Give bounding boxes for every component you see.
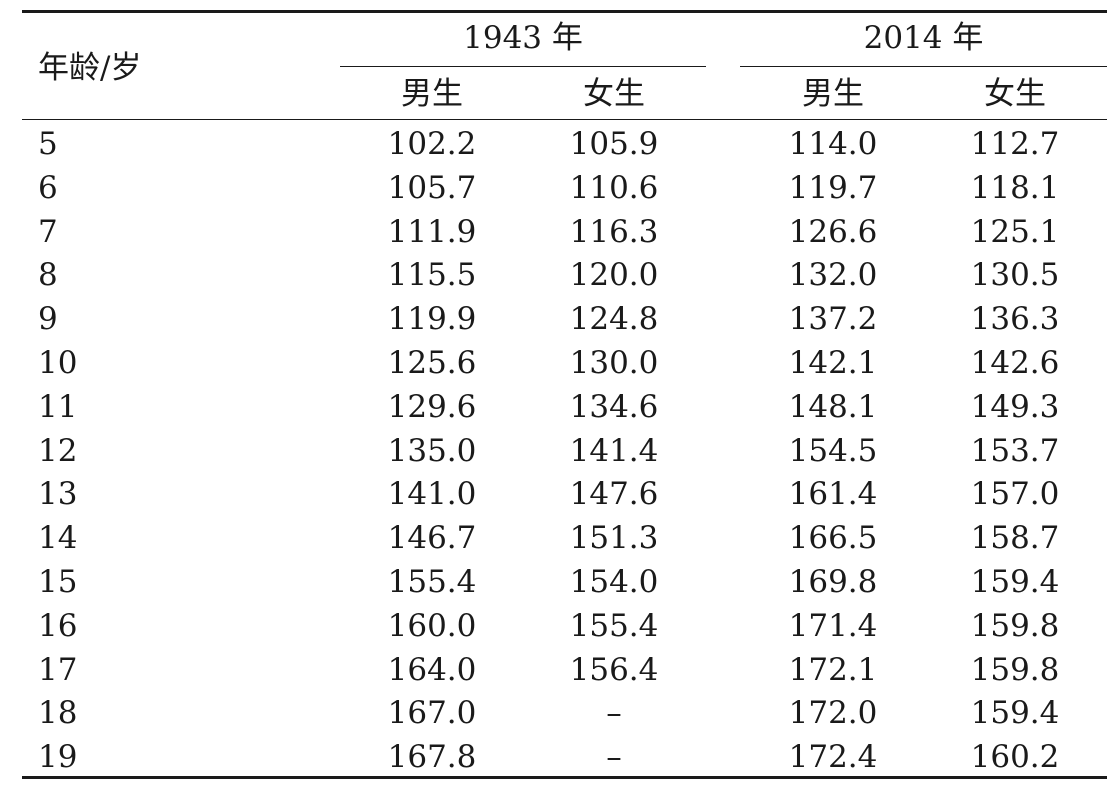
value-1943-boys: 155.4 <box>387 564 477 600</box>
value-2014-boys: 169.8 <box>788 564 878 600</box>
value-2014-girls: 112.7 <box>970 126 1060 162</box>
value-2014-boys: 132.0 <box>788 257 878 293</box>
value-2014-girls: 125.1 <box>970 214 1060 250</box>
value-1943-girls: 120.0 <box>569 257 659 293</box>
group-header-2014: 2014 年 <box>863 20 984 56</box>
value-1943-boys: 125.6 <box>387 345 477 381</box>
value-2014-girls: 130.5 <box>970 257 1060 293</box>
value-2014-girls: 159.8 <box>970 608 1060 644</box>
value-2014-girls: 149.3 <box>970 389 1060 425</box>
value-1943-girls: 154.0 <box>569 564 659 600</box>
value-1943-girls: 116.3 <box>569 214 659 250</box>
value-2014-boys: 171.4 <box>788 608 878 644</box>
value-2014-girls: 118.1 <box>970 170 1060 206</box>
sub-header-2014-girls: 女生 <box>984 76 1046 112</box>
value-1943-boys: 164.0 <box>387 652 477 688</box>
age-cell: 14 <box>38 520 78 556</box>
value-2014-boys: 154.5 <box>788 433 878 469</box>
age-cell: 16 <box>38 608 78 644</box>
value-2014-girls: 136.3 <box>970 301 1060 337</box>
value-1943-girls: 130.0 <box>569 345 659 381</box>
value-2014-girls: 159.4 <box>970 564 1060 600</box>
value-1943-girls: 110.6 <box>569 170 659 206</box>
group-rule-2014 <box>740 66 1107 67</box>
sub-header-1943-boys: 男生 <box>401 76 463 112</box>
value-1943-boys: 141.0 <box>387 476 477 512</box>
value-2014-boys: 172.4 <box>788 739 878 775</box>
age-cell: 8 <box>38 257 58 293</box>
value-2014-boys: 172.0 <box>788 695 878 731</box>
age-cell: 18 <box>38 695 78 731</box>
bottom-rule <box>22 776 1107 779</box>
value-1943-girls: 151.3 <box>569 520 659 556</box>
value-1943-girls: 105.9 <box>569 126 659 162</box>
group-rule-1943 <box>340 66 706 67</box>
value-1943-girls: – <box>606 695 622 731</box>
age-cell: 13 <box>38 476 78 512</box>
age-cell: 6 <box>38 170 58 206</box>
value-1943-boys: 102.2 <box>387 126 477 162</box>
value-1943-boys: 111.9 <box>387 214 477 250</box>
sub-header-2014-boys: 男生 <box>802 76 864 112</box>
value-1943-girls: 155.4 <box>569 608 659 644</box>
value-1943-girls: 134.6 <box>569 389 659 425</box>
value-2014-boys: 114.0 <box>788 126 878 162</box>
value-1943-girls: 156.4 <box>569 652 659 688</box>
age-cell: 5 <box>38 126 58 162</box>
value-2014-boys: 137.2 <box>788 301 878 337</box>
age-cell: 15 <box>38 564 78 600</box>
age-cell: 10 <box>38 345 78 381</box>
value-2014-boys: 161.4 <box>788 476 878 512</box>
value-2014-girls: 159.8 <box>970 652 1060 688</box>
value-2014-boys: 126.6 <box>788 214 878 250</box>
header-rule <box>22 119 1107 120</box>
value-1943-girls: 124.8 <box>569 301 659 337</box>
value-2014-girls: 159.4 <box>970 695 1060 731</box>
group-header-1943: 1943 年 <box>463 20 583 56</box>
age-cell: 12 <box>38 433 78 469</box>
age-header: 年龄/岁 <box>38 50 142 86</box>
value-1943-boys: 119.9 <box>387 301 477 337</box>
value-2014-boys: 119.7 <box>788 170 878 206</box>
sub-header-1943-girls: 女生 <box>583 76 645 112</box>
value-2014-girls: 157.0 <box>970 476 1060 512</box>
age-cell: 7 <box>38 214 58 250</box>
value-2014-girls: 160.2 <box>970 739 1060 775</box>
value-1943-boys: 129.6 <box>387 389 477 425</box>
value-1943-boys: 115.5 <box>387 257 477 293</box>
value-2014-girls: 153.7 <box>970 433 1060 469</box>
value-1943-boys: 146.7 <box>387 520 477 556</box>
value-2014-girls: 142.6 <box>970 345 1060 381</box>
value-2014-boys: 166.5 <box>788 520 878 556</box>
value-2014-boys: 172.1 <box>788 652 878 688</box>
age-cell: 9 <box>38 301 58 337</box>
value-1943-boys: 105.7 <box>387 170 477 206</box>
age-cell: 11 <box>38 389 78 425</box>
top-rule <box>22 10 1107 13</box>
value-1943-girls: 147.6 <box>569 476 659 512</box>
value-2014-boys: 148.1 <box>788 389 878 425</box>
value-1943-boys: 167.8 <box>387 739 477 775</box>
value-1943-girls: 141.4 <box>569 433 659 469</box>
value-1943-girls: – <box>606 739 622 775</box>
value-1943-boys: 167.0 <box>387 695 477 731</box>
age-cell: 17 <box>38 652 78 688</box>
value-2014-boys: 142.1 <box>788 345 878 381</box>
value-1943-boys: 160.0 <box>387 608 477 644</box>
value-2014-girls: 158.7 <box>970 520 1060 556</box>
value-1943-boys: 135.0 <box>387 433 477 469</box>
age-cell: 19 <box>38 739 78 775</box>
